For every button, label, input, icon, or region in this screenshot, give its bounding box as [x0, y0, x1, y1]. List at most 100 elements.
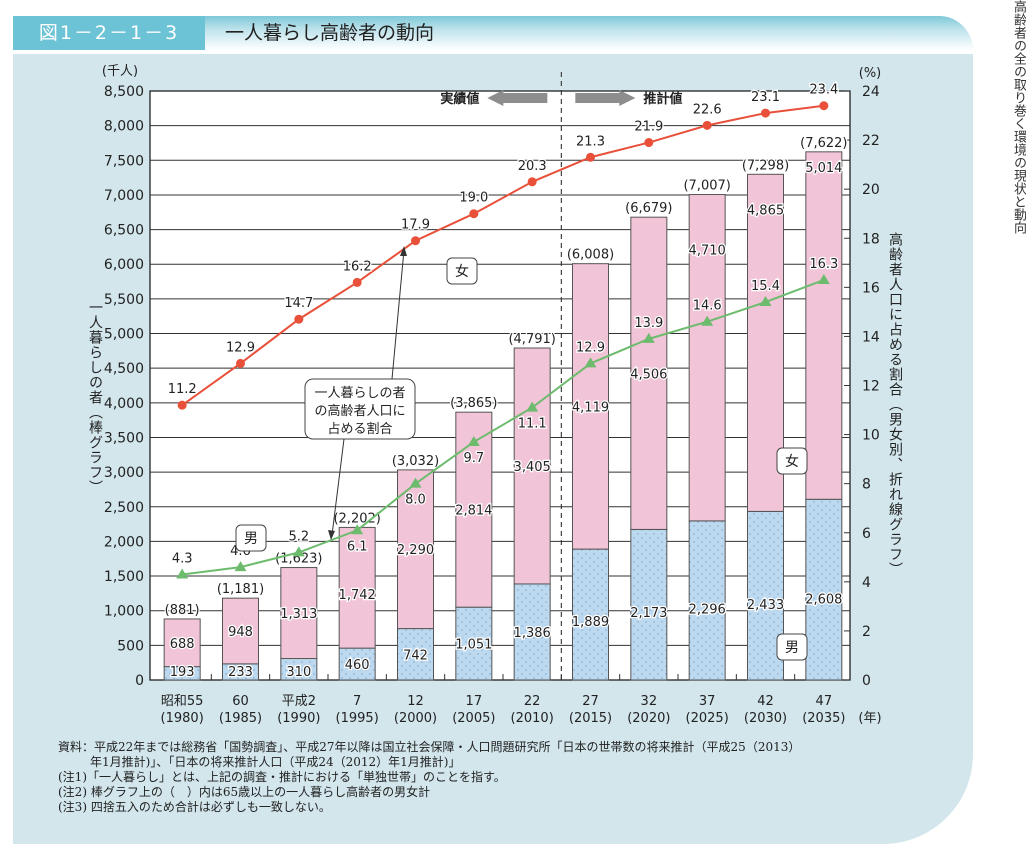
bar-total-label: (881) [165, 603, 200, 618]
line-male-marker [351, 524, 364, 535]
bar-male [513, 583, 551, 681]
line-female-label: 22.6 [693, 102, 722, 117]
line-male-marker [584, 357, 597, 368]
x-category-label: 7 [353, 694, 361, 709]
bar-female-label: 688 [170, 637, 195, 652]
x-category-label: 平成2 [282, 694, 316, 709]
line-male-label: 9.7 [463, 451, 484, 466]
note-1: (注1)「一人暮らし」とは、上記の調査・推計における「単独世帯」のことを指す。 [58, 770, 506, 784]
x-year-label: (2035) [802, 711, 845, 726]
note-source-cont: 年1月推計)」、「日本の将来推計人口（平成24（2012）年1月推計)」 [90, 755, 461, 769]
line-female-label: 23.1 [751, 90, 780, 105]
right-axis-title: 高齢者人口に占める割合（男女別、折れ線グラフ） [887, 231, 903, 577]
x-category-label: 37 [699, 694, 716, 709]
bar-male-label: 310 [286, 665, 311, 680]
bar-total-label: (4,791) [508, 332, 555, 347]
left-tick-label: 500 [117, 638, 144, 654]
left-tick-label: 1,500 [104, 569, 144, 585]
right-axis-unit: (%) [859, 66, 882, 81]
callout-text: 一人暮らしの者 [314, 386, 405, 401]
line-female-marker [644, 138, 654, 148]
right-tick-label: 14 [862, 329, 880, 345]
right-tick-label: 4 [862, 575, 871, 591]
x-year-label: (2025) [686, 711, 729, 726]
line-female-label: 12.9 [226, 340, 255, 355]
bar-female-label: 3,405 [514, 460, 551, 475]
bar-female [222, 597, 259, 665]
bar-male [572, 548, 609, 681]
line-male-marker [642, 332, 655, 343]
x-year-label: (1995) [336, 711, 379, 726]
bar-female [805, 151, 843, 500]
bar-male-label: 1,051 [455, 638, 492, 653]
line-male-marker [409, 477, 422, 488]
line-female-tag: 女 [455, 263, 469, 280]
bar-total-label: (3,032) [392, 454, 439, 469]
plot-area [149, 90, 851, 681]
bar-total-label: (6,679) [625, 201, 672, 216]
x-year-label: (2000) [394, 711, 437, 726]
callout-pointer-female [391, 249, 405, 380]
bar-female-label: 1,742 [339, 588, 376, 603]
bar-female [630, 216, 668, 530]
line-male-label: 12.9 [576, 340, 605, 355]
bar-male-label: 233 [228, 665, 253, 680]
line-female-marker [527, 177, 537, 187]
line-female-marker [586, 152, 595, 162]
right-tick-label: 8 [862, 477, 871, 493]
line-female-marker [761, 108, 770, 118]
callout-pointer-male [331, 438, 345, 536]
bar-female-label: 1,313 [280, 607, 317, 622]
left-tick-label: 5,500 [104, 292, 144, 308]
bar-male-label: 1,386 [514, 626, 551, 641]
line-male-label: 8.0 [405, 493, 426, 508]
left-tick-label: 2,000 [104, 534, 144, 550]
right-tick-label: 24 [862, 84, 880, 100]
left-tick-label: 4,000 [104, 396, 144, 412]
line-female-marker [469, 209, 479, 219]
x-category-label: 60 [232, 694, 249, 709]
bar-male-label: 742 [403, 648, 428, 663]
line-male-label: 16.3 [809, 257, 838, 272]
left-tick-label: 5,000 [104, 327, 144, 343]
bar-female-tag: 女 [785, 453, 799, 470]
x-category-label: 昭和55 [161, 694, 204, 709]
bar-total-label: (3,865) [450, 396, 497, 411]
line-male-label: 15.4 [751, 279, 780, 294]
right-tick-label: 20 [862, 182, 880, 198]
line-female-marker [236, 358, 245, 368]
callout-box [304, 378, 416, 440]
left-tick-label: 4,500 [104, 361, 144, 377]
left-tick-label: 8,500 [104, 84, 144, 100]
line-male-label: 4.3 [172, 551, 193, 566]
x-year-label: (2005) [452, 711, 495, 726]
line-male-label: 13.9 [634, 316, 663, 331]
bar-male [630, 528, 668, 681]
x-year-label: (1990) [277, 711, 320, 726]
bar-total-label: (7,298) [742, 158, 789, 173]
bar-female [513, 347, 551, 585]
line-male-label: 14.6 [693, 299, 722, 314]
bar-total-label: (7,622) [800, 136, 847, 151]
line-female-marker [702, 120, 712, 130]
bar-female-tag-box [776, 447, 808, 475]
line-female-label: 23.4 [809, 83, 838, 98]
notes: 資料：平成22年までは総務省「国勢調査」、平成27年以降は国立社会保障・人口問題… [58, 740, 800, 815]
line-male-tag: 男 [244, 531, 258, 547]
line-male-marker [176, 568, 189, 579]
line-female-label: 20.3 [518, 159, 547, 174]
note-2: (注2) 棒グラフ上の（ ）内は65歳以上の一人暮らし高齢者の男女計 [58, 785, 431, 799]
x-year-label: (2020) [627, 711, 670, 726]
x-category-label: 32 [641, 694, 658, 709]
bar-female-label: 4,506 [630, 367, 667, 382]
line-male-tag-box [235, 524, 267, 552]
bar-male-label: 2,296 [689, 602, 726, 617]
line-male-marker [701, 315, 714, 326]
right-tick-label: 2 [862, 624, 871, 640]
bar-male-label: 1,889 [572, 615, 609, 630]
x-category-label: 12 [407, 694, 424, 709]
line-male-marker [234, 561, 247, 572]
callout-text: の高齢者人口に [314, 403, 405, 419]
bar-male-label: 2,433 [747, 598, 784, 613]
